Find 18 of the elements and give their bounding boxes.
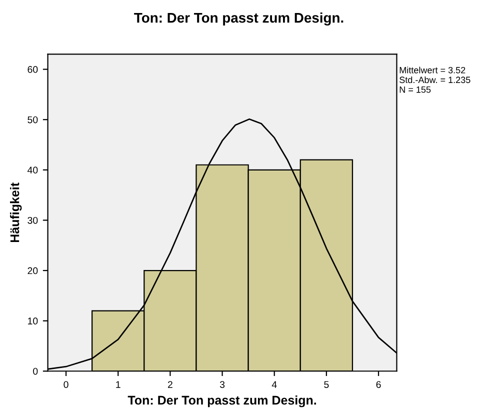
x-tick-label: 2 xyxy=(168,381,172,388)
text: Mittelwert = 3.52 Std.-Abw. = 1.235 N = 155 xyxy=(400,66,470,93)
x-tick-label: 0 xyxy=(64,381,68,388)
y-axis-title: Häufigkeit xyxy=(10,182,22,242)
y-tick-label: 40 xyxy=(27,166,38,174)
y-tick-label: 30 xyxy=(28,216,38,224)
y-tick-label: 20 xyxy=(28,267,38,274)
y-tick-label: 10 xyxy=(28,318,38,324)
y-tick-label: 60 xyxy=(28,66,38,73)
x-tick-label: 5 xyxy=(324,381,329,388)
x-tick-label: 1 xyxy=(116,381,120,388)
y-tick-label: 50 xyxy=(28,116,38,124)
chart-title: Ton: Der Ton passt zum Design. xyxy=(134,12,344,26)
x-tick-label: 4 xyxy=(272,381,277,388)
x-tick-label: 3 xyxy=(220,381,225,388)
y-tick-label: 0 xyxy=(33,368,38,375)
x-axis-title: Ton: Der Ton passt zum Design. xyxy=(128,395,316,408)
x-tick-label: 6 xyxy=(376,381,381,388)
